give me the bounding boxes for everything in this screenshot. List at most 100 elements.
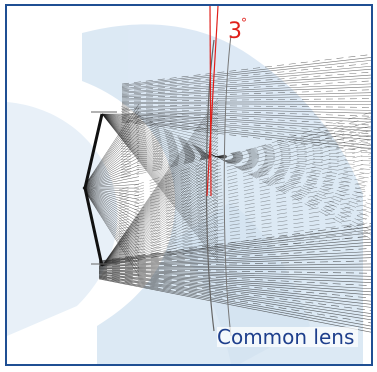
ray-line [118, 157, 371, 217]
ray-line [98, 269, 371, 280]
ray-line [120, 151, 371, 166]
ray-line [101, 171, 219, 267]
ray-line [121, 110, 371, 123]
ray-line [121, 103, 371, 105]
ray-line [101, 186, 219, 267]
ray-line [121, 111, 371, 126]
ray-line [82, 145, 140, 189]
ray-line [98, 275, 371, 311]
ray-line [118, 153, 371, 214]
ray-line [101, 151, 219, 267]
ray-line [101, 113, 219, 189]
ray-line [101, 233, 219, 267]
ray-line [121, 112, 371, 129]
ray-line [121, 119, 371, 146]
ray-line [98, 263, 371, 268]
ray-line [82, 187, 140, 258]
ray-line [101, 123, 219, 267]
ray-line [121, 74, 371, 93]
ray-line [120, 130, 371, 173]
ray-line [121, 77, 371, 94]
ray-line [82, 187, 140, 193]
ray-line [120, 129, 371, 201]
ray-line [98, 244, 371, 265]
ray-line [98, 277, 371, 327]
ray-line [98, 232, 371, 263]
ray-line [121, 107, 371, 117]
ray-line [98, 270, 371, 283]
ray-line [98, 268, 371, 274]
ray-line [98, 241, 371, 265]
ray-line [118, 139, 371, 206]
ray-line [98, 272, 371, 296]
ray-line [98, 266, 371, 269]
ray-line [121, 121, 371, 152]
ray-line [120, 147, 371, 163]
ray-line [118, 121, 371, 196]
ray-line [101, 154, 219, 267]
ray-line [82, 142, 140, 189]
diagram-caption: Common lens [217, 327, 359, 347]
ray-line [101, 113, 219, 263]
ray-line [82, 187, 140, 212]
ray-line [82, 187, 140, 219]
ray-line [101, 113, 219, 182]
ray-line [101, 113, 219, 235]
ray-line [118, 185, 371, 232]
ray-line [121, 80, 371, 95]
ray-line [101, 136, 219, 267]
ray-line [98, 273, 371, 302]
ray-line [101, 113, 219, 192]
ray-line [101, 113, 219, 209]
ray-line [82, 172, 140, 189]
ray-line [121, 83, 371, 96]
ray-line [101, 113, 219, 221]
ray-line [118, 226, 371, 256]
ray-line [121, 92, 371, 100]
ray-line [120, 137, 371, 188]
ray-line [82, 187, 140, 250]
ray-line [121, 54, 371, 85]
ray-line [101, 113, 219, 218]
ray-line [120, 140, 371, 183]
ray-line [98, 271, 371, 290]
ray-line [118, 203, 371, 243]
ray-line [82, 184, 140, 189]
ray-line [98, 274, 371, 305]
ray-line [98, 229, 371, 263]
ray-line [82, 153, 140, 189]
ray-line [121, 60, 371, 87]
ray-line [82, 187, 140, 242]
angle-marker [206, 6, 219, 197]
ray-line [121, 117, 371, 141]
ray-line [118, 116, 371, 193]
ray-line [101, 113, 219, 232]
ray-line [82, 187, 140, 231]
degree-symbol: ° [241, 16, 247, 30]
ray-line [98, 254, 371, 267]
ray-line [121, 104, 371, 108]
ray-line [121, 98, 371, 102]
ray-line [101, 113, 219, 240]
ray-line [121, 118, 371, 143]
ray-line [120, 153, 371, 162]
ray-line [101, 113, 219, 143]
ray-line [118, 180, 371, 230]
ray-line [101, 113, 219, 229]
ray-line [121, 114, 371, 135]
ray-line [118, 231, 371, 258]
ray-line [98, 226, 371, 262]
ray-line [82, 187, 140, 265]
ray-line [98, 260, 371, 268]
ray-line [82, 187, 140, 204]
ray-line [120, 121, 371, 214]
ray-line [120, 121, 371, 179]
ray-line [101, 113, 219, 248]
ray-line [121, 65, 371, 89]
ray-line [101, 139, 219, 267]
ray-line [101, 113, 219, 167]
ray-line [101, 113, 219, 199]
ray-line [101, 113, 219, 202]
ray-line [82, 157, 140, 189]
angle-label: 3 [228, 19, 242, 44]
